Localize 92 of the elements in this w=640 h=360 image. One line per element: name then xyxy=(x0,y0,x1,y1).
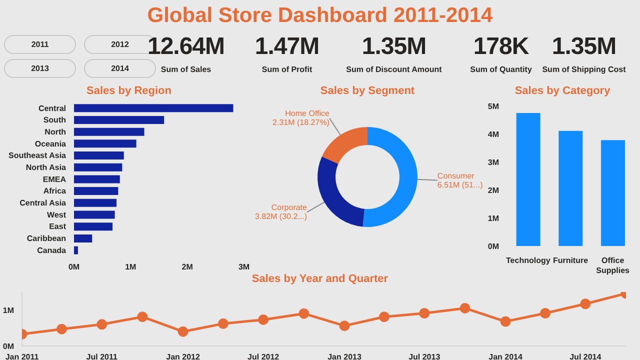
x-tick-label: Jul 2011 xyxy=(86,352,118,360)
text: 12.64M xyxy=(146,32,226,62)
x-tick-label: Jul 2012 xyxy=(248,352,280,360)
x-tick-label: Technology xyxy=(506,256,551,265)
x-tick-label: 2M xyxy=(182,262,194,272)
point xyxy=(218,318,228,329)
y-tick-label: 4M xyxy=(488,130,500,139)
point xyxy=(460,302,470,314)
y-tick-label: Southeast Asia xyxy=(8,151,67,160)
x-tick-label: 0M xyxy=(68,262,80,272)
bar xyxy=(74,140,136,148)
bar xyxy=(558,130,583,246)
y-tick-label: Caribbean xyxy=(26,234,66,244)
x-tick-label: Office Supplies xyxy=(596,256,630,275)
x-tick-label: Jan 2013 xyxy=(328,352,362,360)
text: 2012 xyxy=(111,40,129,49)
data-label: 2.31M (18.27%) xyxy=(272,118,330,128)
y-tick-label: East xyxy=(49,222,66,232)
y-tick-label: 2M xyxy=(488,186,500,195)
chart-title: Sales by Region xyxy=(86,84,172,98)
bar xyxy=(74,234,92,242)
text: Sum of Shipping Cost xyxy=(542,65,626,74)
donut-slice xyxy=(322,127,368,164)
text: Sum of Sales xyxy=(160,64,212,76)
y-tick-label: South xyxy=(43,116,66,125)
text: 2013 xyxy=(4,59,76,78)
point xyxy=(540,308,551,318)
slice-label: Home Office xyxy=(285,109,330,118)
bar xyxy=(516,113,540,246)
bar xyxy=(74,246,78,254)
point xyxy=(137,312,148,322)
x-tick-label: Jul 2013 xyxy=(408,352,441,360)
x-tick-label: Jan 2011 xyxy=(5,352,40,360)
point xyxy=(96,319,108,330)
text: 2014 xyxy=(84,59,156,78)
x-tick-label: Jan 2012 xyxy=(166,352,200,360)
point xyxy=(580,298,591,310)
point xyxy=(178,326,188,337)
y-tick-label: EMEA xyxy=(42,174,66,184)
x-tick-label: Jan 2014 xyxy=(488,352,523,360)
y-tick-label: 3M xyxy=(488,158,500,167)
text: Global Store Dashboard 2011-2014 xyxy=(146,4,494,28)
y-tick-label: West xyxy=(47,210,66,220)
point xyxy=(500,316,511,327)
x-tick-label: Jul 2014 xyxy=(570,352,602,360)
point xyxy=(339,320,350,332)
text: Sum of Profit xyxy=(260,64,314,76)
point xyxy=(56,324,67,334)
bar xyxy=(74,210,115,219)
bar xyxy=(74,175,120,184)
data-label: 3.82M (30.2...) xyxy=(254,212,308,222)
y-tick-label: Central xyxy=(38,104,66,113)
y-tick-label: Oceania xyxy=(34,139,67,148)
text: Sum of Quantity xyxy=(470,65,532,74)
y-tick-label: Africa xyxy=(43,186,67,196)
point xyxy=(298,308,310,319)
bar xyxy=(74,187,118,196)
text: 178K xyxy=(473,33,529,60)
bar xyxy=(74,128,144,136)
y-tick-label: 1M xyxy=(488,214,500,223)
chart-title: Sales by Category xyxy=(514,84,612,98)
bar xyxy=(74,152,124,160)
y-tick-label: North xyxy=(44,127,66,136)
bar xyxy=(74,116,164,124)
text: 1.35M xyxy=(360,32,428,62)
x-tick-label: 3M xyxy=(238,262,250,272)
bar xyxy=(74,104,234,112)
chart-title: Sales by Segment xyxy=(319,84,416,98)
y-tick-label: 0M xyxy=(488,242,500,251)
x-tick-label: 1M xyxy=(125,262,137,272)
bar xyxy=(600,140,625,246)
bar xyxy=(74,198,116,207)
bar xyxy=(74,222,113,231)
donut-slice xyxy=(362,127,418,227)
y-tick-label: North Asia xyxy=(26,162,67,172)
slice-label: Corporate xyxy=(271,203,308,212)
point xyxy=(258,314,269,325)
text: 1.35M xyxy=(550,32,618,62)
y-tick-label: Canada xyxy=(37,246,67,255)
x-tick-label: Furniture xyxy=(552,256,589,265)
data-label: 6.51M (51...) xyxy=(437,180,484,190)
point xyxy=(378,312,390,322)
text: Sum of Discount Amount xyxy=(345,64,443,76)
bar xyxy=(74,163,122,172)
slice-label: Consumer xyxy=(437,171,475,180)
chart-title: Sales by Year and Quarter xyxy=(252,273,388,285)
donut-slice xyxy=(318,156,364,227)
text: 1.47M xyxy=(254,32,320,62)
y-tick-label: Central Asia xyxy=(20,198,67,208)
point xyxy=(419,308,430,318)
y-tick-label: 5M xyxy=(488,102,500,111)
text: 2011 xyxy=(4,35,76,54)
